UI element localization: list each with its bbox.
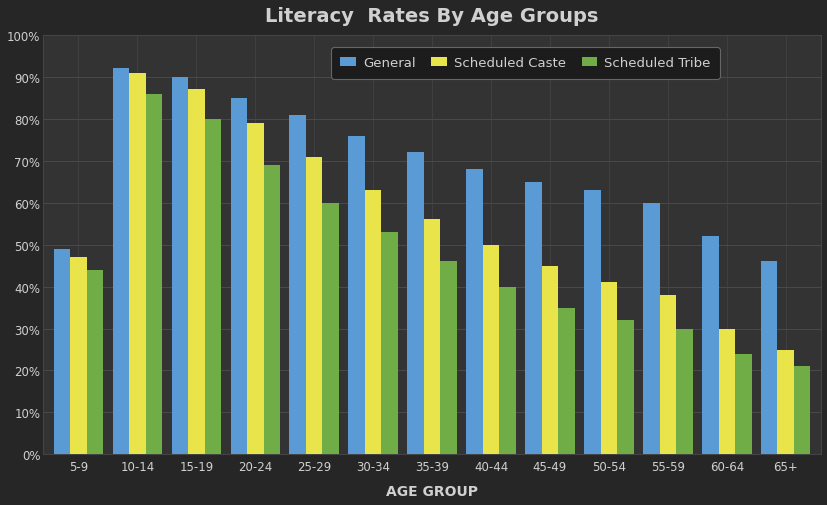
Bar xyxy=(466,170,482,455)
Bar xyxy=(348,136,365,454)
Bar xyxy=(499,287,515,454)
Bar xyxy=(718,329,734,454)
Bar xyxy=(777,350,793,454)
Legend: General, Scheduled Caste, Scheduled Tribe: General, Scheduled Caste, Scheduled Trib… xyxy=(331,48,719,79)
X-axis label: AGE GROUP: AGE GROUP xyxy=(385,484,477,498)
Bar xyxy=(54,249,70,454)
Bar xyxy=(600,283,616,454)
Bar xyxy=(701,237,718,454)
Bar xyxy=(204,120,221,454)
Bar xyxy=(583,191,600,454)
Bar xyxy=(541,266,557,454)
Bar xyxy=(423,220,440,454)
Bar xyxy=(524,182,541,454)
Bar xyxy=(306,157,322,454)
Bar xyxy=(793,367,810,454)
Bar xyxy=(263,166,280,454)
Bar xyxy=(246,124,263,454)
Bar xyxy=(407,153,423,454)
Bar xyxy=(87,270,103,454)
Bar xyxy=(557,308,574,454)
Bar xyxy=(734,354,751,454)
Bar xyxy=(188,90,204,454)
Bar xyxy=(289,115,306,454)
Bar xyxy=(322,203,338,454)
Bar xyxy=(70,258,87,454)
Bar xyxy=(616,321,633,454)
Bar xyxy=(676,329,691,454)
Bar xyxy=(146,94,162,455)
Bar xyxy=(643,203,659,454)
Bar xyxy=(112,69,129,454)
Bar xyxy=(230,98,246,455)
Bar xyxy=(482,245,499,454)
Title: Literacy  Rates By Age Groups: Literacy Rates By Age Groups xyxy=(265,7,598,26)
Bar xyxy=(440,262,457,454)
Bar xyxy=(659,295,676,454)
Bar xyxy=(381,233,398,454)
Bar xyxy=(129,73,146,454)
Bar xyxy=(171,78,188,454)
Bar xyxy=(365,191,381,454)
Bar xyxy=(760,262,777,454)
